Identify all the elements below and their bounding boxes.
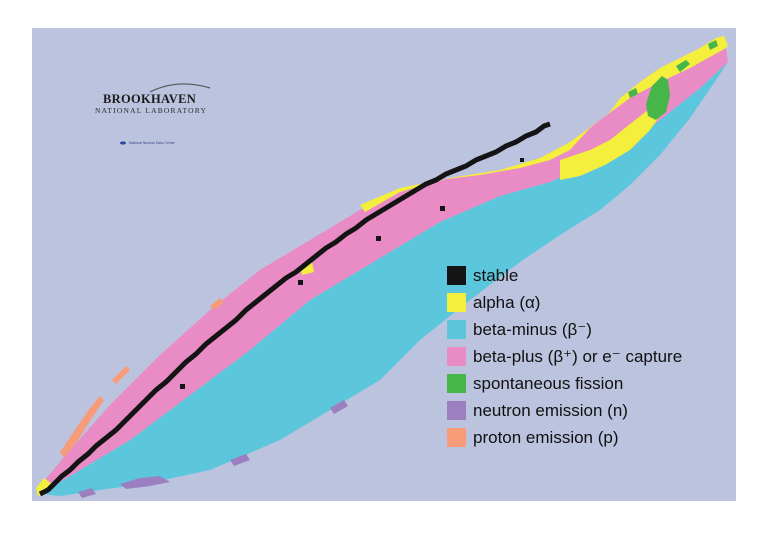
legend-item-alpha: alpha (α) — [447, 289, 682, 316]
legend-item-stable: stable — [447, 262, 682, 289]
legend-item-neutron: neutron emission (n) — [447, 397, 682, 424]
legend-label: stable — [473, 265, 519, 285]
proton-region — [60, 396, 104, 458]
legend-label: beta-plus (β⁺) or e⁻ capture — [473, 346, 683, 366]
legend-label: neutron emission (n) — [473, 400, 628, 420]
legend-item-beta-plus: beta-plus (β⁺) or e⁻ capture — [447, 343, 682, 370]
stable-dot — [180, 384, 185, 389]
nndc-icon — [120, 141, 126, 145]
fission-region-4 — [708, 40, 718, 50]
beta-minus-swatch — [447, 320, 466, 339]
stability-line — [38, 121, 551, 497]
legend-item-proton: proton emission (p) — [447, 424, 682, 451]
proton-region-3 — [210, 298, 224, 310]
proton-swatch — [447, 428, 466, 447]
alpha-region-lower — [560, 110, 660, 180]
brookhaven-subtitle: NATIONAL LABORATORY — [95, 106, 208, 115]
legend-item-beta-minus: beta-minus (β⁻) — [447, 316, 682, 343]
neutron-region-3 — [330, 400, 348, 414]
legend-label: proton emission (p) — [473, 427, 619, 447]
stable-swatch — [447, 266, 466, 285]
stable-dot — [520, 158, 524, 162]
stable-dot — [298, 280, 303, 285]
neutron-region-2 — [230, 454, 250, 466]
neutron-region — [120, 476, 170, 489]
stable-dot — [440, 206, 445, 211]
logo-swoosh-icon — [149, 83, 211, 93]
beta-plus-region — [40, 48, 728, 494]
fission-region-2 — [676, 60, 690, 72]
fission-region-3 — [628, 88, 638, 98]
legend: stable alpha (α) beta-minus (β⁻) beta-pl… — [447, 262, 682, 451]
brookhaven-logo: BROOKHAVEN — [103, 92, 197, 106]
alpha-region — [360, 36, 728, 212]
legend-item-fission: spontaneous fission — [447, 370, 682, 397]
nndc-logo: National Nuclear Data Center — [120, 141, 175, 145]
neutron-region-4 — [78, 488, 96, 498]
legend-label: beta-minus (β⁻) — [473, 319, 592, 339]
beta-plus-swatch — [447, 347, 466, 366]
legend-label: alpha (α) — [473, 292, 541, 312]
stable-dot — [376, 236, 381, 241]
fission-swatch — [447, 374, 466, 393]
fission-region — [646, 76, 670, 120]
alpha-swatch — [447, 293, 466, 312]
neutron-swatch — [447, 401, 466, 420]
legend-label: spontaneous fission — [473, 373, 624, 393]
proton-region-2 — [112, 366, 130, 384]
nndc-text: National Nuclear Data Center — [129, 141, 175, 145]
beta-minus-region — [40, 62, 728, 496]
